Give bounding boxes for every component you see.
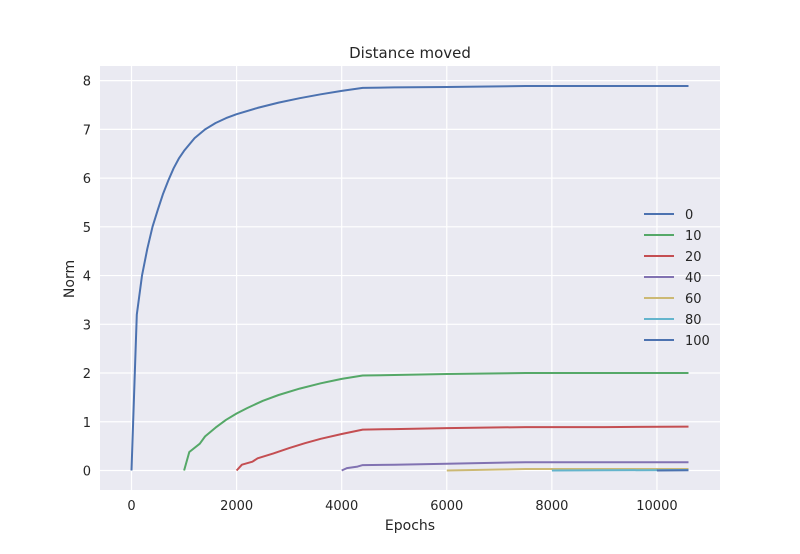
legend-label-20: 20	[685, 250, 702, 265]
x-tick-label: 10000	[636, 499, 677, 514]
y-tick-label: 5	[83, 221, 91, 236]
x-tick-label: 2000	[220, 499, 253, 514]
x-axis-label: Epochs	[385, 518, 435, 534]
y-tick-labels: 0 1 2 3 4 5 6 7 8	[83, 75, 91, 480]
legend-label-40: 40	[685, 271, 702, 286]
legend-label-0: 0	[685, 208, 693, 223]
y-tick-label: 6	[83, 172, 91, 187]
legend-label-60: 60	[685, 292, 702, 307]
y-tick-label: 2	[83, 367, 91, 382]
legend-label-100: 100	[685, 334, 710, 349]
legend-label-80: 80	[685, 313, 702, 328]
x-tick-label: 6000	[430, 499, 463, 514]
y-tick-label: 0	[83, 465, 91, 480]
y-tick-label: 4	[83, 270, 91, 285]
x-tick-label: 0	[127, 499, 135, 514]
y-tick-label: 3	[83, 318, 91, 333]
y-axis-label: Norm	[62, 260, 78, 298]
x-tick-label: 8000	[535, 499, 568, 514]
chart-title: Distance moved	[349, 44, 471, 62]
x-tick-label: 4000	[325, 499, 358, 514]
x-tick-labels: 0 2000 4000 6000 8000 10000	[127, 499, 677, 514]
y-tick-label: 7	[83, 123, 91, 138]
y-tick-label: 8	[83, 75, 91, 90]
y-tick-label: 1	[83, 416, 91, 431]
legend-label-10: 10	[685, 229, 702, 244]
